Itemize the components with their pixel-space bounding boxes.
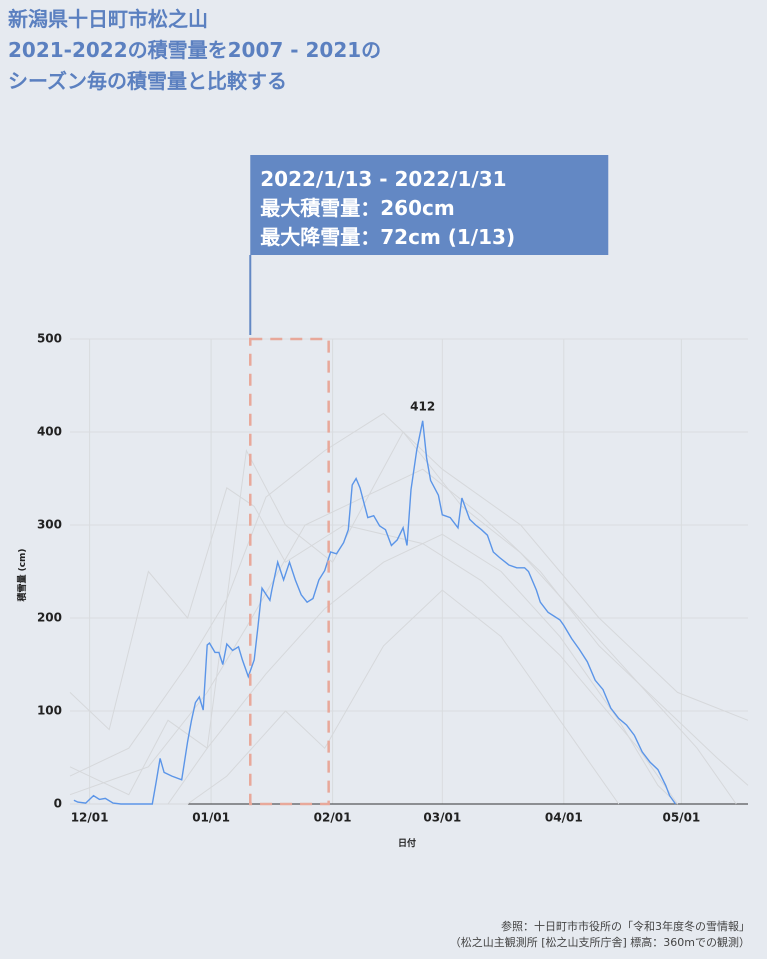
background-line bbox=[69, 412, 749, 777]
annotation-box bbox=[250, 155, 609, 255]
annotation-text: 最大積雪量：260cm bbox=[260, 196, 454, 220]
background-line bbox=[70, 589, 620, 805]
x-tick-label: 05/01 bbox=[662, 811, 700, 825]
x-tick-label: 12/01 bbox=[71, 811, 109, 825]
background-line bbox=[70, 533, 678, 805]
y-tick-label: 0 bbox=[54, 797, 62, 811]
annotation-text: 最大降雪量：72cm (1/13) bbox=[260, 225, 515, 249]
title-line: シーズン毎の積雪量と比較する bbox=[8, 69, 287, 93]
y-tick-label: 400 bbox=[37, 425, 62, 439]
series-line bbox=[73, 420, 677, 805]
x-tick-label: 03/01 bbox=[423, 811, 461, 825]
x-tick-label: 02/01 bbox=[314, 811, 352, 825]
source: （松之山主観測所 [松之山支所庁舎] 標高：360mでの観測） bbox=[450, 935, 750, 949]
x-tick-label: 01/01 bbox=[192, 811, 230, 825]
annotation-text: 2022/1/13 - 2022/1/31 bbox=[260, 167, 506, 191]
title: 新潟県十日町市松之山 2021-2022の積雪量を2007 - 2021の シー… bbox=[8, 7, 381, 93]
background-line bbox=[69, 468, 749, 796]
x-axis-label: 日付 bbox=[398, 837, 416, 849]
y-tick-label: 100 bbox=[37, 704, 62, 718]
title-line: 2021-2022の積雪量を2007 - 2021の bbox=[8, 38, 381, 62]
peak-label: 412 bbox=[410, 399, 435, 413]
y-tick-label: 500 bbox=[37, 332, 62, 346]
source: 参照：十日町市市役所の「令和3年度冬の雪情報」 bbox=[501, 919, 750, 933]
highlight-range bbox=[249, 337, 330, 806]
x-tick-label: 04/01 bbox=[545, 811, 583, 825]
y-axis-label: 積雪量 (cm) bbox=[16, 548, 28, 602]
y-tick-label: 200 bbox=[37, 611, 62, 625]
background-line bbox=[69, 431, 737, 805]
background-line bbox=[69, 487, 678, 805]
title-line: 新潟県十日町市松之山 bbox=[8, 7, 208, 31]
y-tick-label: 300 bbox=[37, 518, 62, 532]
